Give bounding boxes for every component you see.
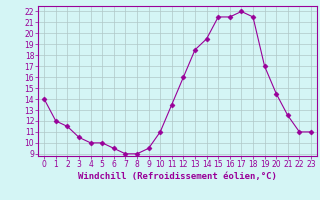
X-axis label: Windchill (Refroidissement éolien,°C): Windchill (Refroidissement éolien,°C) (78, 172, 277, 181)
